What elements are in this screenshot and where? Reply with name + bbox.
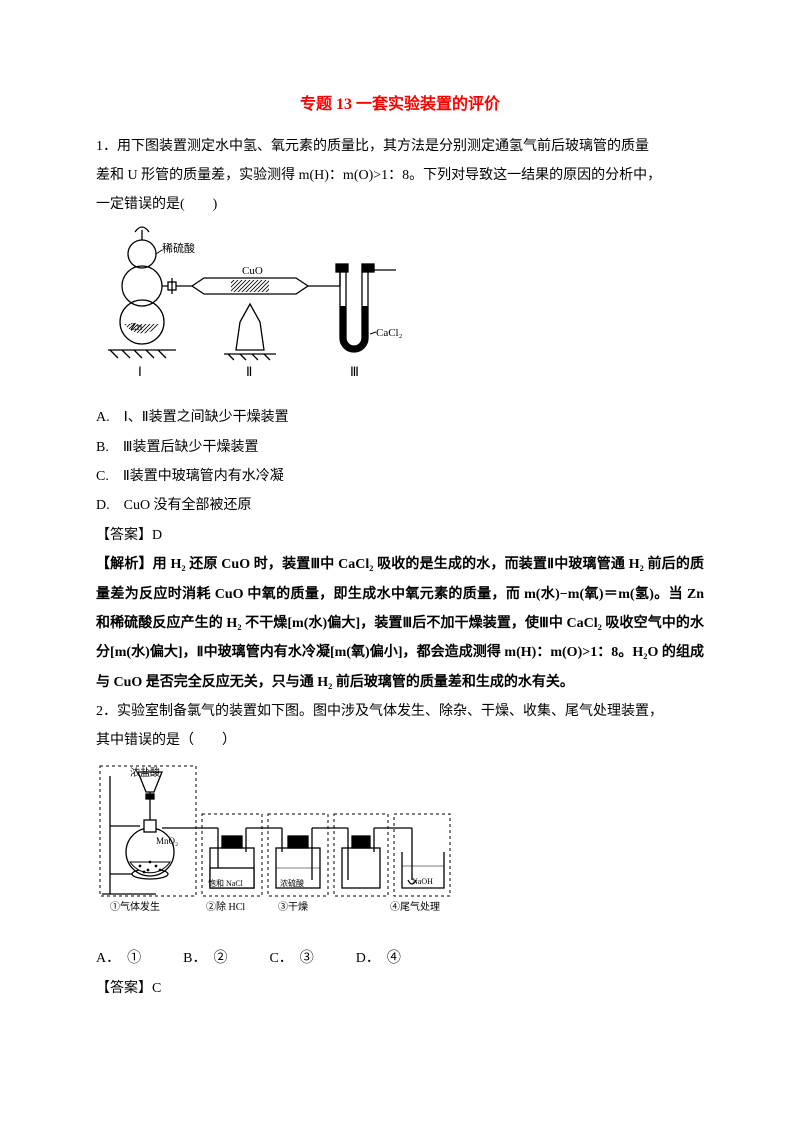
- q1-option-a: A. Ⅰ、Ⅱ装置之间缺少干燥装置: [96, 403, 704, 432]
- q2-answer: 【答案】C: [96, 974, 704, 1003]
- label-hcl: 浓盐酸: [130, 766, 160, 779]
- q1-diagram: Zn 稀硫酸 CuO CaCl₂ Ⅰ Ⅱ Ⅲ: [96, 226, 704, 397]
- caption-1: ①气体发生: [110, 900, 160, 913]
- q1-answer: 【答案】D: [96, 521, 704, 550]
- label-dilute-acid: 稀硫酸: [162, 241, 195, 255]
- q1-option-b: B. Ⅲ装置后缺少干燥装置: [96, 433, 704, 462]
- q1-stem-line3: 一定错误的是( ): [96, 190, 704, 219]
- label-mno2: MnO₂: [156, 836, 178, 846]
- q2-options: A． ① B． ② C． ③ D． ④: [96, 944, 704, 973]
- label-naoh: NaOH: [412, 877, 433, 886]
- q1-option-c: C. Ⅱ装置中玻璃管内有水冷凝: [96, 462, 704, 491]
- label-cuo: CuO: [242, 265, 263, 277]
- caption-3: ③干燥: [278, 901, 308, 913]
- q1-explanation: 【解析】用 H₂ 还原 CuO 时，装置Ⅲ中 CaCl₂ 吸收的是生成的水，而装…: [96, 550, 704, 697]
- label-cacl2: CaCl₂: [376, 327, 403, 339]
- q2-stem-line1: 2．实验室制备氯气的装置如下图。图中涉及气体发生、除杂、干燥、收集、尾气处理装置…: [96, 697, 704, 726]
- q1-option-d: D. CuO 没有全部被还原: [96, 491, 704, 520]
- q1-stem-line1: 1．用下图装置测定水中氢、氧元素的质量比，其方法是分别测定通氢气前后玻璃管的质量: [96, 132, 704, 161]
- label-roman-1: Ⅰ: [138, 364, 142, 379]
- label-roman-2: Ⅱ: [246, 364, 252, 379]
- q2-stem-line2: 其中错误的是（ ）: [96, 726, 704, 755]
- page-title: 专题 13 一套实验装置的评价: [96, 88, 704, 122]
- q2-diagram: 浓盐酸 MnO₂ 饱和 NaCl 浓硫酸 NaOH ①气体发生: [96, 762, 704, 938]
- caption-4: ④尾气处理: [390, 900, 440, 913]
- label-roman-3: Ⅲ: [350, 364, 359, 379]
- label-zn: Zn: [130, 321, 143, 333]
- label-h2so4: 浓硫酸: [280, 878, 304, 888]
- q1-stem-line2: 差和 U 形管的质量差，实验测得 m(H)：m(O)>1：8。下列对导致这一结果…: [96, 161, 704, 190]
- label-nacl: 饱和 NaCl: [208, 878, 244, 888]
- caption-2: ②除 HCl: [206, 900, 245, 913]
